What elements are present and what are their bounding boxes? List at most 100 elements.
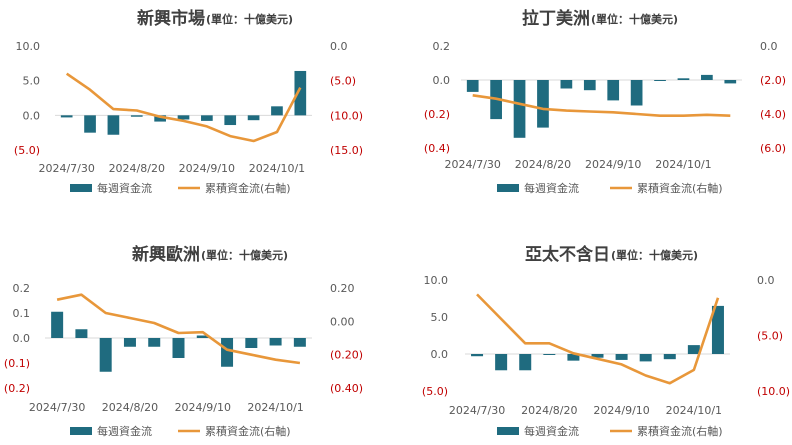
x-tick-label: 2024/9/10 xyxy=(179,162,235,175)
chart-unit: (單位：十億美元) xyxy=(206,12,293,26)
weekly-flow-bar xyxy=(148,338,161,347)
weekly-flow-bar xyxy=(537,80,549,128)
x-tick-label: 2024/10/1 xyxy=(247,401,303,414)
weekly-flow-bar xyxy=(701,74,713,80)
weekly-flow-bar xyxy=(543,354,556,355)
right-tick-label: (5.0) xyxy=(330,75,356,88)
right-tick-label: 0.00 xyxy=(330,315,355,328)
weekly-flow-bar xyxy=(615,354,628,360)
weekly-flow-bar xyxy=(196,335,209,338)
weekly-flow-bar xyxy=(60,115,73,118)
x-tick-label: 2024/8/20 xyxy=(521,404,577,417)
x-tick-label: 2024/7/30 xyxy=(445,158,501,171)
legend-bar-label: 每週資金流 xyxy=(524,181,579,195)
right-tick-label: (15.0) xyxy=(330,144,363,157)
chart-panel-3: 新興歐洲 (單位：十億美元) 0.2 0.1 0.0 (0.1) (0.2) 0.20 0.00… xyxy=(4,244,363,438)
weekly-flow-bar xyxy=(224,115,237,126)
left-tick-label: (5.0) xyxy=(14,144,40,157)
legend-bar-label: 每週資金流 xyxy=(524,424,579,438)
weekly-flow-bar xyxy=(130,115,143,117)
left-tick-label: 0.0 xyxy=(23,109,41,122)
right-tick-label: (5.0) xyxy=(757,330,783,343)
x-tick-label: 2024/7/30 xyxy=(38,162,94,175)
left-tick-label: 0.1 xyxy=(13,307,31,320)
weekly-flow-bar xyxy=(654,80,666,81)
legend-bar-swatch xyxy=(70,427,92,435)
legend-bar-swatch xyxy=(70,184,92,192)
weekly-flow-bar xyxy=(687,345,700,354)
weekly-flow-bar xyxy=(495,354,508,371)
right-tick-label: 0.20 xyxy=(330,282,355,295)
weekly-flow-bar xyxy=(677,78,690,80)
right-tick-label: (0.40) xyxy=(330,382,363,395)
weekly-flow-bar xyxy=(294,70,307,116)
chart-title: 新興歐洲 xyxy=(132,244,200,265)
chart-unit: (單位：十億美元) xyxy=(611,248,698,262)
right-tick-label: 0.0 xyxy=(760,40,778,53)
x-tick-label: 2024/10/1 xyxy=(655,158,711,171)
x-tick-label: 2024/10/1 xyxy=(666,404,722,417)
cumulative-flow-line xyxy=(65,72,302,143)
legend-bar-label: 每週資金流 xyxy=(97,181,152,195)
weekly-flow-bar xyxy=(221,338,234,367)
left-tick-label: (5.0) xyxy=(422,385,448,398)
legend-line-label: 累積資金流(右軸) xyxy=(205,181,291,195)
x-tick-label: 2024/7/30 xyxy=(449,404,505,417)
weekly-flow-bar xyxy=(269,338,282,346)
left-tick-label: 0.0 xyxy=(13,332,31,345)
chart-panel-4: 亞太不含日 (單位：十億美元) 10.0 5.0 0.0 (5.0) 0.0 (5.0) (10… xyxy=(422,244,790,438)
x-tick-label: 2024/8/20 xyxy=(515,158,571,171)
weekly-flow-bar xyxy=(293,338,306,347)
left-tick-label: 0.2 xyxy=(13,282,31,295)
weekly-flow-bar xyxy=(99,338,112,372)
weekly-flow-bar xyxy=(75,329,88,338)
left-tick-label: 10.0 xyxy=(424,274,449,287)
x-tick-label: 2024/7/30 xyxy=(29,401,85,414)
right-tick-label: (6.0) xyxy=(760,142,786,155)
right-tick-label: (0.20) xyxy=(330,349,363,362)
right-tick-label: (4.0) xyxy=(760,108,786,121)
weekly-flow-bar xyxy=(51,311,64,338)
weekly-flow-bar xyxy=(711,305,724,354)
weekly-flow-bar xyxy=(639,354,652,362)
weekly-flow-bar xyxy=(466,80,479,92)
left-tick-label: (0.2) xyxy=(4,382,30,395)
x-tick-label: 2024/8/20 xyxy=(109,162,165,175)
x-tick-label: 2024/9/10 xyxy=(585,158,641,171)
weekly-flow-bar xyxy=(513,80,526,138)
left-tick-label: 0.0 xyxy=(433,74,451,87)
weekly-flow-bar xyxy=(519,354,532,371)
chart-title: 新興市場 xyxy=(137,8,205,29)
left-tick-label: (0.4) xyxy=(424,142,450,155)
right-tick-label: 0.0 xyxy=(330,40,348,53)
weekly-flow-bar xyxy=(107,115,120,135)
x-tick-label: 2024/10/1 xyxy=(249,162,305,175)
chart-panel-1: 新興市場 (單位：十億美元) 10.0 5.0 0.0 (5.0) 0.0 (5.0) (10.… xyxy=(14,8,363,195)
chart-title: 拉丁美洲 xyxy=(522,8,590,29)
weekly-flow-bar xyxy=(663,354,676,360)
weekly-flow-bar xyxy=(84,115,96,133)
chart-title: 亞太不含日 xyxy=(525,244,610,265)
chart-unit: (單位：十億美元) xyxy=(201,248,288,262)
weekly-flow-bar xyxy=(567,354,580,361)
chart-unit: (單位：十億美元) xyxy=(591,12,678,26)
weekly-flow-bar xyxy=(123,338,136,347)
left-tick-label: 0.2 xyxy=(433,40,451,53)
weekly-flow-bar xyxy=(172,338,185,358)
left-tick-label: (0.2) xyxy=(424,108,450,121)
weekly-flow-bar xyxy=(271,106,283,116)
cumulative-flow-line xyxy=(472,94,731,117)
weekly-flow-bar xyxy=(591,354,604,358)
legend-line-label: 累積資金流(右軸) xyxy=(205,424,291,438)
weekly-flow-bar xyxy=(201,115,213,121)
chart-panel-2: 拉丁美洲 (單位：十億美元) 0.2 0.0 (0.2) (0.4) 0.0 (2.0) (4.… xyxy=(424,8,786,195)
weekly-flow-bar xyxy=(177,115,190,120)
weekly-flow-bar xyxy=(607,80,620,101)
weekly-flow-bar xyxy=(630,80,643,106)
left-tick-label: 10.0 xyxy=(16,40,41,53)
x-tick-label: 2024/9/10 xyxy=(175,401,231,414)
left-tick-label: 0.0 xyxy=(431,348,449,361)
left-tick-label: 5.0 xyxy=(23,75,41,88)
right-tick-label: 0.0 xyxy=(757,274,775,287)
